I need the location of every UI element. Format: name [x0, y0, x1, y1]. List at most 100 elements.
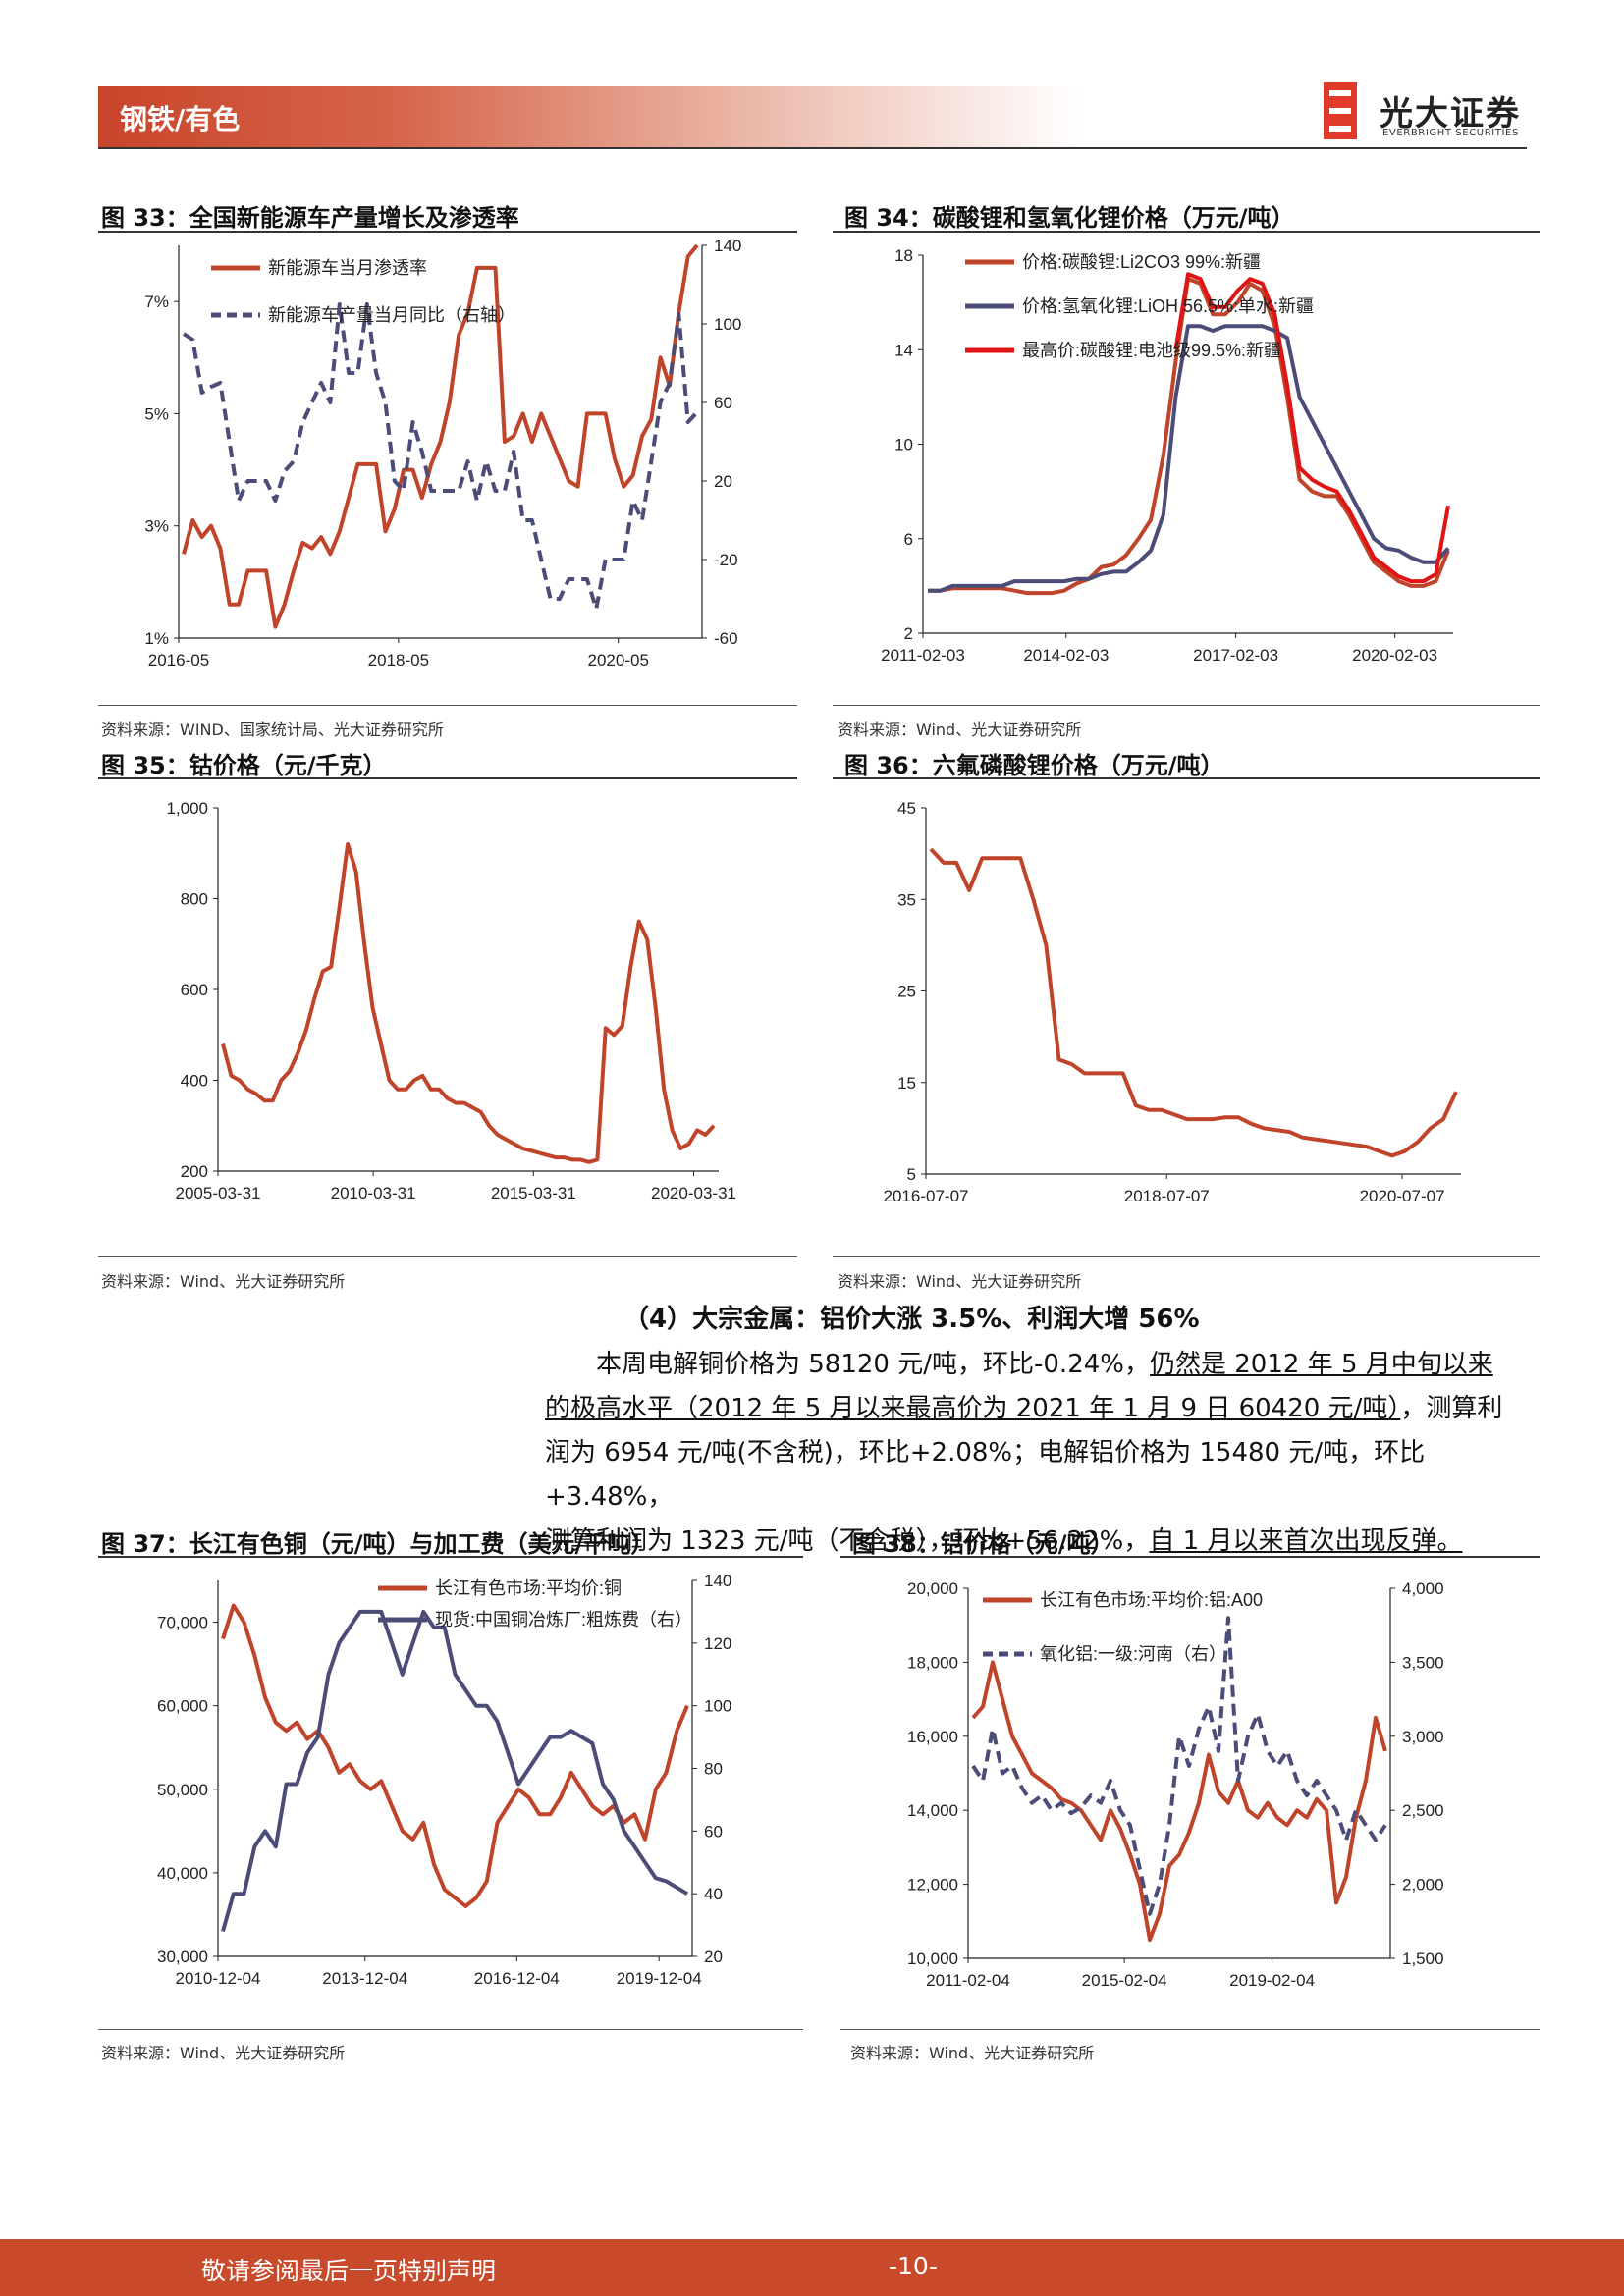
x-tick-label: 2020-03-31: [651, 1184, 736, 1202]
fig34-top-rule: [833, 231, 1540, 233]
series-line-2: [221, 1609, 689, 1933]
y-tick-label: 15: [897, 1074, 916, 1093]
y-tick-label: 18,000: [907, 1653, 958, 1672]
paragraph-line-4: 测算利润为 1323 元/吨（不含税），环比+56.22%，自 1 月以来首次出…: [545, 1520, 1522, 1564]
x-tick-label: 2010-12-04: [176, 1969, 261, 1988]
y-right-tick-label: 100: [714, 315, 741, 334]
x-tick-label: 2015-02-04: [1082, 1971, 1167, 1990]
paragraph-line-1: 本周电解铜价格为 58120 元/吨，环比-0.24%，仍然是 2012 年 5…: [545, 1343, 1522, 1387]
y-tick-label: 14: [894, 341, 913, 359]
x-tick-label: 2010-03-31: [331, 1184, 416, 1202]
fig36-source: 资料来源：Wind、光大证券研究所: [838, 1272, 1082, 1291]
paragraph-line-2: 的极高水平（2012 年 5 月以来最高价为 2021 年 1 月 9 日 60…: [545, 1387, 1522, 1431]
x-tick-label: 2020-02-03: [1352, 646, 1437, 665]
y-tick-label: 45: [897, 799, 916, 818]
fig35-title: 图 35：钴价格（元/千克）: [101, 752, 387, 779]
y-tick-label: 60,000: [157, 1697, 208, 1716]
fig37-chart: 30,000 40,000 50,000 60,000 70,000 20 40 60 80 10…: [157, 1572, 731, 1988]
footer-disclaimer: 敬请参阅最后一页特别声明: [201, 2257, 497, 2285]
y-right-tick-label: 60: [714, 394, 732, 412]
x-tick-label: 2018-07-07: [1124, 1187, 1210, 1205]
body-paragraph: 本周电解铜价格为 58120 元/吨，环比-0.24%，仍然是 2012 年 5…: [545, 1343, 1522, 1564]
x-tick-label: 2016-07-07: [884, 1187, 969, 1205]
legend-label: 氧化铝:一级:河南（右）: [1040, 1644, 1226, 1664]
fig34-chart: 2 6 10 14 18 2011-02-03 2014-02-03 2017-02-03 20…: [881, 246, 1453, 665]
page-number: -10-: [889, 2252, 938, 2280]
logo-icon: [1324, 82, 1357, 139]
fig37-bottom-rule: [98, 2029, 803, 2030]
fig37-source: 资料来源：Wind、光大证券研究所: [101, 2044, 346, 2062]
y-right-tick-label: 80: [704, 1760, 723, 1779]
y-tick-label: 35: [897, 890, 916, 909]
series-line-1: [221, 1603, 689, 1908]
y-tick-label: 600: [181, 981, 208, 999]
y-right-tick-label: 120: [704, 1634, 731, 1653]
fig35-chart: 200 400 600 800 1,000 2005-03-31 2010-03-31 201…: [166, 799, 736, 1202]
y-tick-label: 12,000: [907, 1876, 958, 1895]
fig38-source: 资料来源：Wind、光大证券研究所: [850, 2044, 1095, 2062]
y-right-tick-label: 140: [714, 237, 741, 255]
logo-subtext: EVERBRIGHT SECURITIES: [1382, 128, 1519, 138]
legend-label: 新能源车产量当月同比（右轴）: [268, 305, 515, 325]
paragraph-line-3: 润为 6954 元/吨(不含税)，环比+2.08%；电解铝价格为 15480 元…: [545, 1438, 1426, 1512]
legend-label: 长江有色市场:平均价:铝:A00: [1040, 1590, 1263, 1610]
x-tick-label: 2013-12-04: [322, 1969, 407, 1988]
y-tick-label: 400: [181, 1072, 208, 1091]
y-right-tick-label: -20: [714, 551, 738, 569]
fig36-chart: 5 15 25 35 45 2016-07-07 2018-07-07 2020-07-07: [884, 799, 1461, 1205]
fig37-top-rule: [98, 1556, 803, 1558]
y-right-tick-label: 4,000: [1402, 1579, 1444, 1598]
y-tick-label: 1,000: [166, 799, 208, 818]
y-tick-label: 10: [894, 436, 913, 454]
series-line-1: [971, 1660, 1387, 1943]
fig33-bottom-rule: [98, 705, 797, 706]
header-banner: [98, 86, 1080, 147]
legend-label: 价格:碳酸锂:Li2CO3 99%:新疆: [1022, 252, 1261, 272]
y-tick-label: 3%: [144, 517, 169, 536]
fig38-bottom-rule: [840, 2029, 1540, 2030]
legend-label: 新能源车当月渗透率: [268, 258, 427, 278]
text-span: 本周电解铜价格为 58120 元/吨，环比-0.24%，: [596, 1350, 1150, 1379]
x-tick-label: 2016-12-04: [474, 1969, 560, 1988]
y-tick-label: 70,000: [157, 1614, 208, 1632]
fig34-source: 资料来源：Wind、光大证券研究所: [838, 721, 1082, 739]
fig38-title: 图 38：铝价格（元/吨）: [852, 1530, 1114, 1558]
y-tick-label: 6: [904, 530, 913, 549]
y-tick-label: 800: [181, 890, 208, 909]
y-right-tick-label: 3,500: [1402, 1653, 1444, 1672]
logo-text: 光大证券: [1380, 94, 1521, 133]
fig38-top-rule: [840, 1556, 1540, 1558]
x-tick-label: 2011-02-03: [881, 646, 965, 665]
text-span: 测算利润为 1323 元/吨（不含税），环比+56.22%，: [545, 1526, 1150, 1556]
series-line-2: [182, 302, 699, 611]
fig36-bottom-rule: [833, 1256, 1540, 1257]
y-right-tick-label: 100: [704, 1697, 731, 1716]
section-heading: （4）大宗金属：铝价大涨 3.5%、利润大增 56%: [623, 1305, 1200, 1334]
y-right-tick-label: 60: [704, 1822, 723, 1841]
legend: 长江有色市场:平均价:铝:A00 氧化铝:一级:河南（右）: [983, 1590, 1263, 1664]
section-label: 钢铁/有色: [120, 103, 241, 135]
underlined-text: 自 1 月以来首次出现反弹。: [1149, 1526, 1463, 1556]
fig34-title: 图 34：碳酸锂和氢氧化锂价格（万元/吨）: [844, 204, 1295, 232]
y-right-tick-label: 2,000: [1402, 1876, 1444, 1895]
x-tick-label: 2020-07-07: [1360, 1187, 1445, 1205]
y-tick-label: 14,000: [907, 1801, 958, 1820]
y-tick-label: 18: [894, 246, 913, 265]
x-tick-label: 2014-02-03: [1023, 646, 1109, 665]
text-span: ，测算利: [1400, 1394, 1503, 1423]
fig33-title: 图 33：全国新能源车产量增长及渗透率: [101, 204, 519, 232]
y-tick-label: 30,000: [157, 1948, 208, 1966]
x-tick-label: 2011-02-04: [926, 1971, 1010, 1990]
y-right-tick-label: 2,500: [1402, 1801, 1444, 1820]
fig33-chart: 1% 3% 5% 7% -60 -20 20 60 100 140 2016-05 2018-05 20…: [144, 237, 741, 669]
y-tick-label: 2: [904, 624, 913, 643]
y-tick-label: 7%: [144, 293, 169, 311]
fig36-top-rule: [833, 777, 1540, 779]
fig37-title: 图 37：长江有色铜（元/吨）与加工费（美元/千吨）: [101, 1530, 655, 1558]
series-line-2: [928, 324, 1450, 593]
fig38-chart: 10,000 12,000 14,000 16,000 18,000 20,000 1,50…: [907, 1579, 1444, 1990]
fig35-source: 资料来源：Wind、光大证券研究所: [101, 1272, 346, 1291]
y-right-tick-label: 1,500: [1402, 1949, 1444, 1968]
series-line-2: [971, 1616, 1387, 1916]
